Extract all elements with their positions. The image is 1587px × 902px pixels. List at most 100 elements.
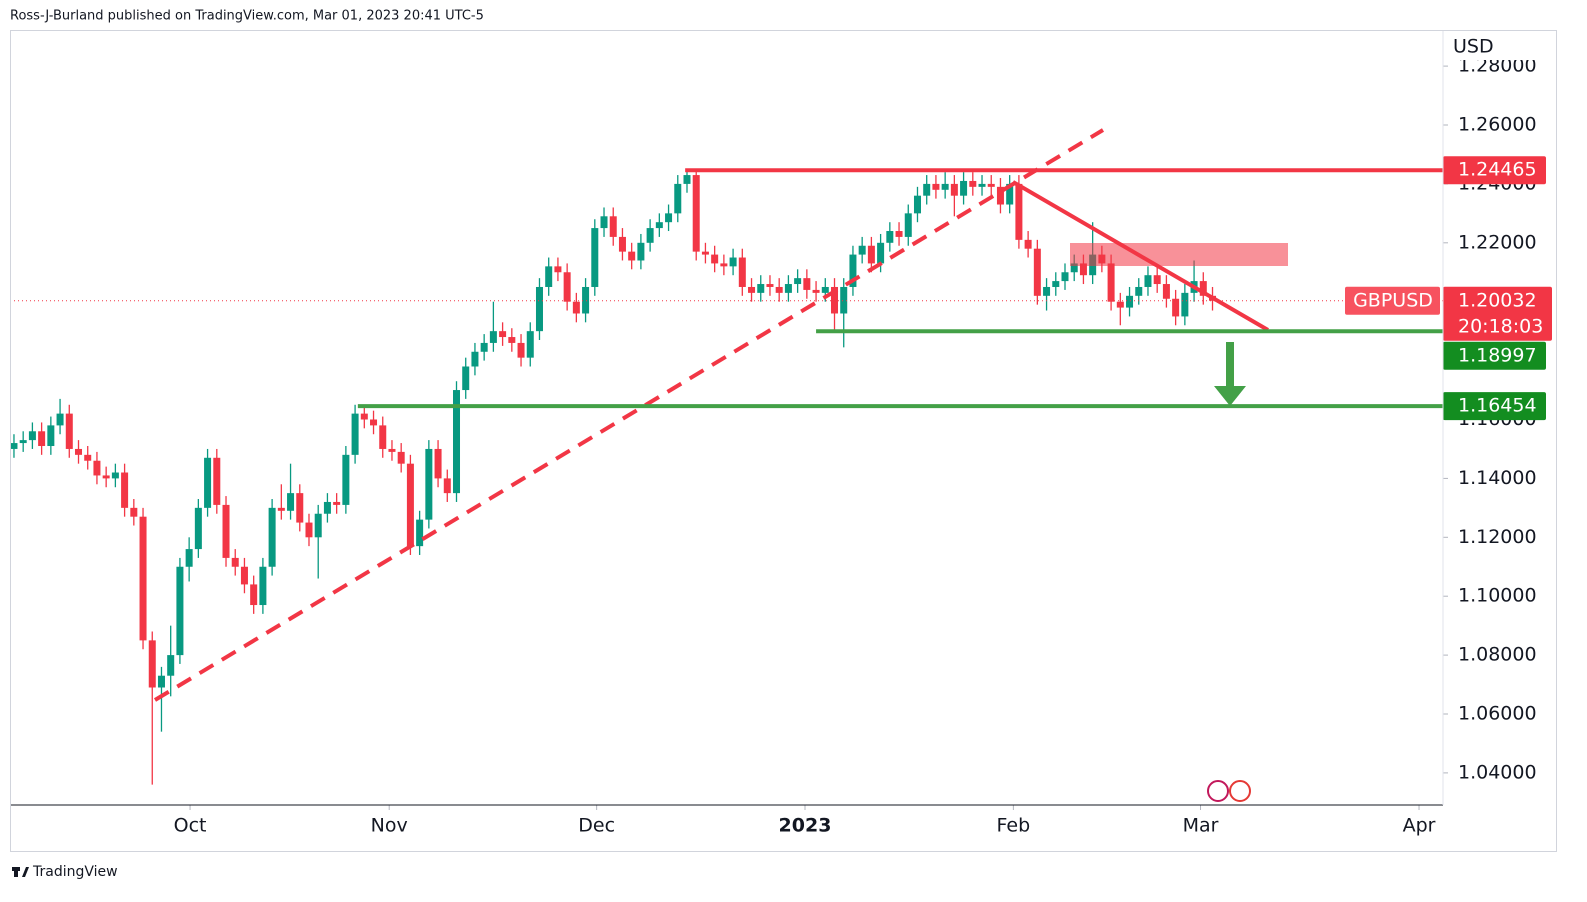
candle-body — [655, 222, 663, 229]
candle-body — [406, 463, 414, 547]
candle-body — [1172, 298, 1180, 317]
candle-body — [932, 183, 940, 190]
candle-body — [1181, 292, 1189, 317]
candle-body — [1116, 301, 1124, 308]
candle-body — [591, 228, 599, 287]
candle-body — [499, 331, 507, 338]
candle-body — [148, 640, 156, 688]
currency-bg — [1450, 34, 1540, 60]
candle-body — [867, 245, 875, 264]
candle-body — [517, 342, 525, 358]
y-tick-label: 1.10000 — [1458, 585, 1537, 607]
candle-body — [213, 457, 221, 505]
candle-body — [360, 413, 368, 420]
candle-body — [167, 655, 175, 676]
candle-body — [1052, 281, 1060, 287]
candle-body — [74, 448, 83, 455]
candle-body — [250, 584, 258, 606]
candle-body — [923, 183, 931, 196]
y-tick-label: 1.14000 — [1458, 467, 1537, 489]
candle-body — [886, 231, 894, 243]
candle-body — [1153, 275, 1161, 285]
candle-body — [987, 183, 995, 187]
candle-body — [738, 257, 746, 287]
currency: USD — [1453, 36, 1494, 58]
candle-body — [950, 183, 958, 196]
candle-body — [388, 448, 396, 452]
candle-body — [683, 175, 691, 184]
candle-body — [1079, 263, 1087, 276]
level-tag — [1443, 156, 1546, 185]
countdown: 20:18:03 — [1458, 315, 1543, 337]
candle-body — [535, 286, 543, 332]
candle-body — [572, 301, 580, 314]
candle-body — [609, 216, 617, 237]
candle-body — [858, 245, 866, 255]
candle-body — [1107, 263, 1115, 302]
y-tick-label: 1.04000 — [1458, 761, 1537, 783]
candle-body — [1162, 284, 1170, 299]
candle-body — [794, 278, 802, 285]
candle-body — [941, 183, 949, 190]
candle-body — [508, 337, 516, 343]
resistance-zone — [1070, 243, 1288, 266]
candle-body — [139, 516, 147, 641]
candle-body — [231, 557, 239, 567]
candle-body — [28, 431, 36, 441]
candle-body — [600, 216, 608, 229]
candle-body — [222, 504, 230, 558]
x-tick-label: Feb — [997, 815, 1031, 837]
candle-body — [877, 242, 885, 264]
arrow-head — [1214, 386, 1246, 406]
level-label: 1.16454 — [1458, 395, 1537, 417]
candle-body — [65, 413, 73, 449]
candle-body — [102, 475, 110, 479]
candle-body — [480, 342, 488, 352]
y-tick-label: 1.26000 — [1458, 114, 1537, 136]
candle-body — [453, 390, 461, 494]
candle-body — [840, 286, 848, 314]
candle-body — [969, 180, 977, 187]
candle-body — [425, 448, 433, 520]
candle-body — [526, 331, 534, 358]
candle-body — [194, 507, 202, 550]
y-tick-label: 1.06000 — [1458, 703, 1537, 725]
candle-body — [766, 284, 774, 287]
level-label: 1.18997 — [1458, 344, 1537, 366]
candle-body — [554, 266, 562, 273]
candle-body — [287, 493, 295, 511]
candle-body — [729, 257, 737, 267]
candle-body — [720, 263, 728, 267]
candle-body — [628, 251, 636, 261]
candle-body — [582, 286, 590, 314]
candle-body — [913, 195, 921, 214]
level-tag — [1443, 392, 1546, 421]
candle-body — [416, 519, 424, 547]
candle-body — [204, 457, 212, 508]
y-tick-label: 1.22000 — [1458, 231, 1537, 253]
candle-body — [757, 284, 765, 293]
candle-body — [784, 284, 792, 293]
price-tag — [1443, 286, 1552, 341]
candle-body — [305, 522, 313, 538]
candle-body — [1144, 275, 1152, 287]
candle-body — [19, 440, 27, 444]
candle-body — [314, 513, 322, 538]
candle-body — [1024, 239, 1032, 249]
candle-body — [821, 286, 829, 293]
candle-body — [296, 493, 304, 523]
candle-body — [646, 228, 654, 243]
candle-body — [748, 286, 756, 293]
candle-body — [268, 507, 276, 567]
candle-body — [443, 478, 451, 494]
x-tick-label: Mar — [1183, 815, 1219, 837]
candle-body — [259, 566, 267, 606]
candle-body — [701, 251, 709, 255]
candle-body — [978, 183, 986, 187]
candle-body — [10, 443, 18, 449]
candle-body — [849, 254, 857, 287]
candle-body — [157, 675, 165, 688]
candle-body — [812, 289, 820, 293]
level-label: 1.24465 — [1458, 159, 1537, 181]
candle-body — [1061, 272, 1069, 282]
